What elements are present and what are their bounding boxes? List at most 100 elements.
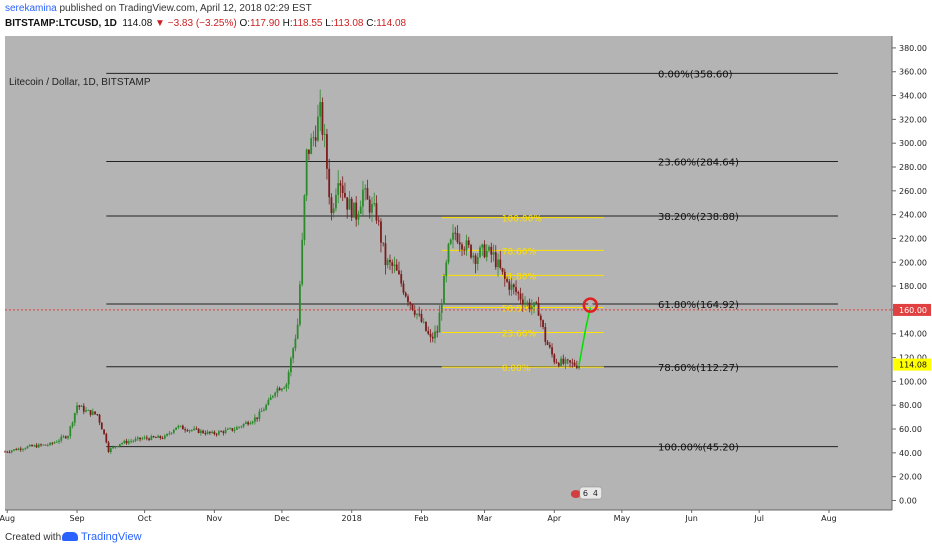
y-tick-label: 360.00 [899, 68, 927, 77]
projection-line [578, 307, 592, 365]
candle-body [22, 449, 24, 450]
high-value: 118.55 [292, 18, 323, 29]
candle-body [87, 410, 90, 411]
candle-body [440, 304, 443, 313]
candle-body [407, 296, 409, 303]
candle-body [17, 448, 20, 451]
ohlc-legend: BITSTAMP:LTCUSD, 1D 114.08 ▼ −3.83 (−3.2… [5, 18, 406, 29]
candle-body [62, 436, 65, 438]
candle-body [152, 436, 155, 438]
candle-body [530, 306, 533, 310]
candle-body [287, 372, 290, 385]
tradingview-logo-icon [62, 532, 78, 541]
candle-body [402, 283, 405, 293]
y-tick-label: 80.00 [899, 401, 922, 410]
candle-body [443, 276, 445, 305]
author-link[interactable]: serekamina [5, 3, 57, 14]
open-label: O: [239, 18, 251, 29]
candle-body [384, 243, 387, 266]
candle-body [136, 437, 139, 439]
candle-body [328, 168, 331, 198]
candle-body [346, 197, 349, 210]
candle-body [452, 232, 454, 240]
candle-body [411, 303, 414, 310]
candle-body [240, 426, 243, 428]
candle-body [260, 410, 263, 412]
candle-body [78, 405, 81, 407]
candle-body [319, 102, 322, 117]
candle-body [474, 255, 477, 264]
candle-body [96, 414, 99, 415]
candle-body [528, 302, 531, 310]
candle-body [31, 444, 33, 447]
price-chart[interactable]: 0.00%(358.60) 23.60%(284.64) 38.20%(238.88… [0, 34, 932, 524]
candle-body [395, 264, 398, 271]
x-tick-label: May [614, 514, 631, 523]
candle-body [418, 313, 421, 315]
x-tick-label: Aug [0, 514, 15, 523]
candle-body [348, 198, 351, 210]
symbol-label: BITSTAMP:LTCUSD, 1D [5, 18, 117, 29]
candle-body [193, 428, 196, 430]
low-label: L: [325, 18, 334, 29]
candle-body [69, 426, 72, 437]
candle-body [197, 428, 200, 433]
y-tick-label: 0.00 [899, 496, 917, 505]
tradingview-brand[interactable]: TradingView [62, 531, 142, 543]
candle-body [544, 327, 547, 342]
candle-body [6, 451, 9, 453]
candle-body [380, 221, 382, 243]
x-tick-label: Aug [821, 514, 837, 523]
plot-background [5, 36, 892, 510]
y-tick-label: 200.00 [899, 258, 927, 267]
candle-body [184, 429, 187, 431]
fib-black-label: 100.00%(45.20) [658, 443, 739, 454]
chart-title: Litecoin / Dollar, 1D, BITSTAMP [9, 77, 151, 88]
candle-body [546, 341, 549, 345]
candle-body [85, 410, 87, 412]
candle-body [393, 264, 396, 266]
candle-body [310, 138, 313, 154]
x-tick-label: Dec [274, 514, 289, 523]
high-label: H: [282, 18, 293, 29]
candle-body [429, 333, 432, 337]
candle-body [121, 443, 123, 445]
candle-body [224, 429, 227, 433]
candle-body [157, 435, 159, 438]
candle-body [238, 426, 241, 428]
candle-body [172, 429, 175, 433]
candle-body [355, 202, 358, 220]
candle-body [321, 102, 324, 135]
candle-body [150, 436, 153, 440]
x-tick-label: Jul [753, 514, 764, 523]
candle-body [366, 188, 369, 200]
candle-body [420, 313, 423, 322]
brand-name: TradingView [81, 531, 142, 543]
candle-body [458, 242, 461, 245]
candle-body [213, 431, 216, 434]
candle-body [551, 347, 553, 355]
candle-body [251, 421, 254, 424]
chart-area[interactable]: 0.00%(358.60) 23.60%(284.64) 38.20%(238.88… [0, 34, 932, 524]
candle-body [134, 438, 137, 441]
target-circle-icon [582, 297, 599, 313]
candle-body [33, 445, 36, 447]
candle-body [244, 422, 247, 424]
x-tick-label: 2018 [342, 514, 362, 523]
candle-body [317, 116, 319, 141]
candle-body [235, 427, 238, 430]
created-with-label: Created with [5, 532, 62, 543]
candle-body [211, 431, 214, 433]
candle-body [485, 250, 488, 258]
x-tick-label: Oct [138, 514, 152, 523]
candle-body [107, 442, 110, 453]
candle-body [335, 194, 337, 209]
candle-body [521, 299, 524, 305]
candle-body [53, 442, 56, 444]
down-arrow-icon: ▼ [155, 18, 165, 29]
candle-body [461, 244, 463, 250]
candle-body [386, 259, 389, 266]
candle-body [368, 199, 371, 213]
candle-body [398, 270, 400, 275]
